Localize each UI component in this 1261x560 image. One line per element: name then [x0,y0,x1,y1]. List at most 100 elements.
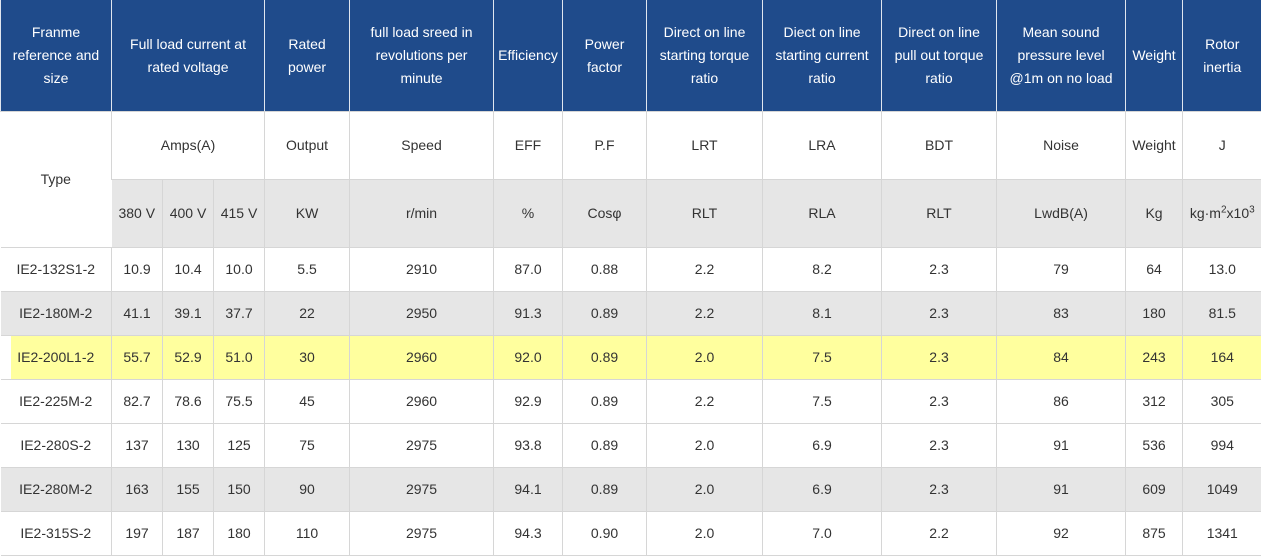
data-cell: 2960 [349,379,494,424]
header-cell: Rated power [264,0,350,112]
data-cell: 8.1 [762,291,882,336]
subheader-cell: Output [264,111,350,180]
data-cell: 312 [1125,379,1183,424]
data-cell: 0.89 [562,467,647,512]
data-cell: 81.5 [1182,291,1261,336]
type-cell: IE2-280M-2 [0,467,112,512]
data-cell: 91.3 [493,291,563,336]
data-cell: 7.5 [762,379,882,424]
unit-cell: KW [264,179,350,248]
data-cell: 52.9 [162,335,214,380]
data-cell: 0.89 [562,335,647,380]
data-cell: 1049 [1182,467,1261,512]
data-cell: 536 [1125,423,1183,468]
data-cell: 37.7 [212,291,265,336]
table-row: Type Amps(A) Output Speed EFF P.F LRT LRA BDT Noi… [0,111,1261,248]
data-cell: 10.9 [111,247,163,292]
data-cell: 91 [996,423,1126,468]
data-cell: 2950 [349,291,494,336]
data-cell: 2910 [349,247,494,292]
data-cell: 82.7 [111,379,163,424]
data-cell: 2975 [349,511,494,556]
unit-cell: Kg [1125,179,1183,248]
data-cell: 180 [1125,291,1183,336]
data-cell: 2.2 [646,379,763,424]
header-cell: Weight [1125,0,1183,112]
data-cell: 7.5 [762,335,882,380]
data-cell: 609 [1125,467,1183,512]
data-cell: 5.5 [264,247,350,292]
data-cell: 305 [1182,379,1261,424]
type-cell: IE2-225M-2 [0,379,112,424]
data-cell: 2.2 [646,247,763,292]
data-cell: 197 [111,511,163,556]
unit-cell: kg·m2x103 [1182,179,1261,248]
data-cell: 94.3 [493,511,563,556]
table-row: IE2-132S1-2 10.9 10.4 10.0 5.5 2910 87.0 0.88 2.… [0,247,1261,292]
data-cell: 164 [1182,335,1261,380]
table-row: 380 V 400 V 415 V KW r/min% Cosφ RLT RLA RLT LwdB… [1,179,1261,248]
data-cell: 2.3 [881,335,997,380]
data-cell: 87.0 [493,247,563,292]
data-cell: 39.1 [162,291,214,336]
header-cell: Direct on line pull out torque ratio [881,0,997,112]
data-cell: 2.0 [646,467,763,512]
header-cell: Full load current at rated voltage [110,0,265,112]
data-cell: 92.9 [493,379,563,424]
subheader-cell: LRT [646,111,763,180]
data-cell: 13.0 [1182,247,1261,292]
data-cell: 10.4 [162,247,214,292]
type-cell: IE2-200L1-2 [0,335,112,380]
data-cell: 2975 [349,423,494,468]
data-cell: 64 [1125,247,1183,292]
subheader-cell: J [1182,111,1261,180]
data-cell: 0.89 [562,423,647,468]
data-cell: 1341 [1182,511,1261,556]
data-cell: 83 [996,291,1126,336]
data-cell: 75.5 [212,379,265,424]
header-cell: Diect on line starting current ratio [762,0,882,112]
unit-cell: Cosφ [562,179,647,248]
data-cell: 0.90 [562,511,647,556]
table-row: IE2-315S-2 197 187 180 110 2975 94.3 0.90 2.0 7.0… [0,511,1261,556]
data-cell: 0.89 [562,379,647,424]
header-cell: Mean sound pressure level @1m on no load [996,0,1126,112]
data-cell: 243 [1125,335,1183,380]
subheader-cell: P.F [562,111,647,180]
table-row: IE2-200L1-2 55.7 52.9 51.0 30 2960 92.0 0.89 2.0… [0,335,1261,380]
data-cell: 84 [996,335,1126,380]
data-cell: 94.1 [493,467,563,512]
unit-text: kg·m [1189,205,1221,221]
data-cell: 2.3 [881,247,997,292]
data-cell: 93.8 [493,423,563,468]
unit-cell: r/min [349,179,494,248]
data-cell: 0.88 [562,247,647,292]
data-cell: 110 [264,511,350,556]
data-cell: 92 [996,511,1126,556]
type-cell: IE2-315S-2 [0,511,112,556]
subheader-cell: Amps(A) [110,111,265,180]
header-cell: Direct on line starting torque ratio [646,0,763,112]
data-cell: 86 [996,379,1126,424]
table-row: IE2-225M-2 82.7 78.6 75.5 45 2960 92.9 0.89 2.2 7… [0,379,1261,424]
data-cell: 22 [264,291,350,336]
unit-superscript: 3 [1249,204,1255,216]
data-cell: 8.2 [762,247,882,292]
data-cell: 875 [1125,511,1183,556]
data-cell: 2.2 [646,291,763,336]
header-cell: full load sreed in revolutions per minut… [349,0,494,112]
unit-cell: 415 V [212,179,265,248]
data-cell: 150 [212,467,265,512]
data-cell: 2.3 [881,291,997,336]
table-row: IE2-180M-2 41.1 39.1 37.7 22 2950 91.3 0.89 2.2 8… [0,291,1261,336]
data-cell: 2.3 [881,467,997,512]
unit-superscript: 2 [1220,204,1227,216]
data-cell: 994 [1182,423,1261,468]
data-cell: 2.3 [881,379,997,424]
unit-cell: RLT [881,179,997,248]
data-cell: 92.0 [493,335,563,380]
subheader-cell: LRA [762,111,882,180]
